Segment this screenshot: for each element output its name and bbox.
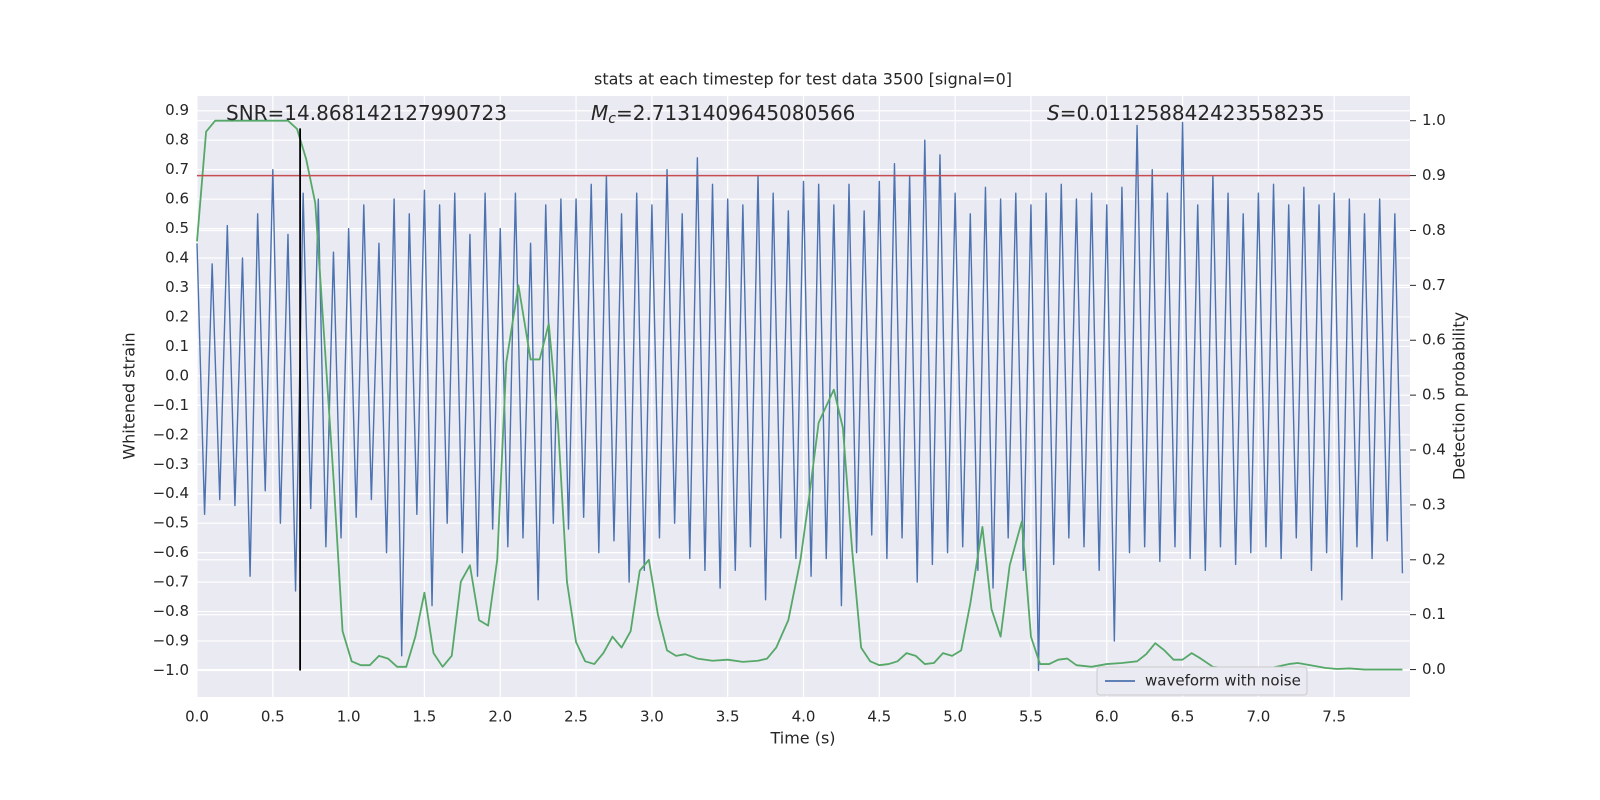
- y-tick-label: 0.8: [165, 131, 189, 149]
- y-tick-label: −0.2: [153, 425, 189, 443]
- x-tick-label: 0.5: [261, 708, 285, 726]
- x-tick-label: 7.0: [1246, 708, 1270, 726]
- x-tick-label: 5.5: [1019, 708, 1043, 726]
- y-tick-label: −0.5: [153, 514, 189, 532]
- x-axis-label: Time (s): [769, 729, 835, 748]
- legend-label: waveform with noise: [1145, 672, 1301, 690]
- annotation-text: SNR=14.868142127990723: [226, 101, 507, 125]
- y2-tick-label: 0.5: [1422, 386, 1446, 404]
- x-tick-label: 0.0: [185, 708, 209, 726]
- y-tick-label: −0.3: [153, 455, 189, 473]
- x-tick-label: 3.5: [716, 708, 740, 726]
- annotation-symbol: S: [1047, 101, 1060, 125]
- y-tick-label: −0.6: [153, 543, 189, 561]
- y2-axis-label: Detection probability: [1450, 312, 1469, 480]
- series-line: [196, 119, 1403, 671]
- y2-tick-label: 0.2: [1422, 550, 1446, 568]
- y2-tick-label: 0.8: [1422, 221, 1446, 239]
- annotation: Mc=2.7131409645080566: [591, 101, 855, 128]
- y2-tick-label: 0.3: [1422, 495, 1446, 513]
- y2-tick-label: 1.0: [1422, 111, 1446, 129]
- annotation-symbol: M: [591, 101, 608, 125]
- y-tick-label: 0.9: [165, 101, 189, 119]
- annotation: S=0.011258842423558235: [1047, 101, 1325, 125]
- y-tick-label: −0.9: [153, 632, 189, 650]
- y-tick-label: 0.3: [165, 278, 189, 296]
- y-tick-label: 0.5: [165, 219, 189, 237]
- annotation: SNR=14.868142127990723: [226, 101, 507, 125]
- x-tick-label: 5.0: [943, 708, 967, 726]
- y-tick-label: 0.4: [165, 249, 189, 267]
- y2-tick-label: 0.4: [1422, 441, 1446, 459]
- y-tick-label: 0.2: [165, 307, 189, 325]
- y-tick-label: −0.7: [153, 573, 189, 591]
- y-tick-label: −1.0: [153, 661, 189, 679]
- y-tick-label: 0.6: [165, 190, 189, 208]
- series-line: [196, 121, 1404, 672]
- y2-tick-label: 0.1: [1422, 605, 1446, 623]
- y2-tick-label: 0.9: [1422, 166, 1446, 184]
- x-tick-label: 4.5: [867, 708, 891, 726]
- annotation-subscript: c: [608, 111, 616, 127]
- x-tick-label: 1.5: [413, 708, 437, 726]
- x-tick-label: 3.0: [640, 708, 664, 726]
- x-tick-label: 6.5: [1171, 708, 1195, 726]
- x-tick-label: 6.0: [1095, 708, 1119, 726]
- chart-title: stats at each timestep for test data 350…: [594, 70, 1012, 89]
- y2-tick-label: 0.7: [1422, 276, 1446, 294]
- x-tick-label: 2.0: [488, 708, 512, 726]
- x-tick-label: 1.0: [337, 708, 361, 726]
- annotation-text: =2.7131409645080566: [616, 101, 855, 125]
- y-tick-label: 0.7: [165, 160, 189, 178]
- y-tick-label: 0.0: [165, 366, 189, 384]
- y-tick-label: −0.8: [153, 602, 189, 620]
- y-axis-label: Whitened strain: [120, 332, 139, 459]
- x-tick-label: 7.5: [1322, 708, 1346, 726]
- x-tick-label: 2.5: [564, 708, 588, 726]
- x-tick-label: 4.0: [792, 708, 816, 726]
- y2-tick-label: 0.6: [1422, 331, 1446, 349]
- y2-tick-label: 0.0: [1422, 660, 1446, 678]
- legend-box: [1096, 666, 1308, 696]
- annotation-text: =0.011258842423558235: [1060, 101, 1325, 125]
- y-tick-label: 0.1: [165, 337, 189, 355]
- y-tick-label: −0.1: [153, 396, 189, 414]
- y-tick-label: −0.4: [153, 484, 189, 502]
